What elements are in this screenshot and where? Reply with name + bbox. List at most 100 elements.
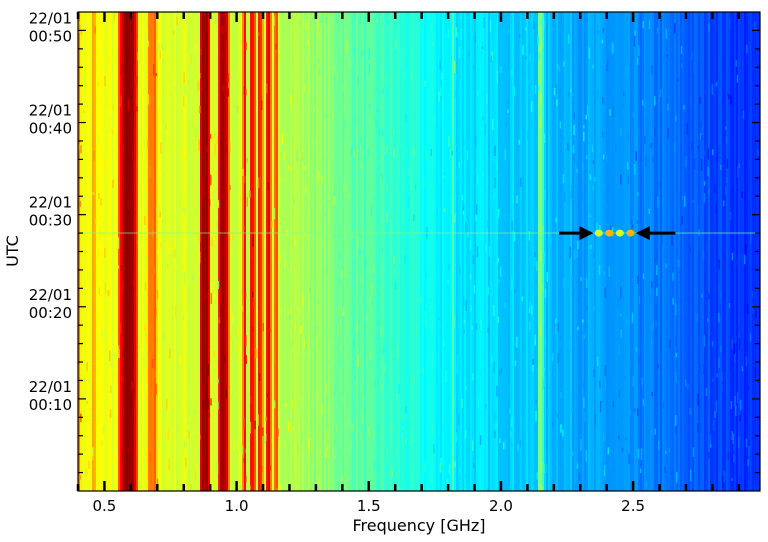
noise-speckle: [337, 23, 340, 29]
noise-speckle: [215, 398, 218, 405]
noise-speckle: [538, 208, 541, 216]
noise-speckle: [592, 160, 595, 164]
spectrogram-column: [638, 12, 640, 491]
noise-speckle: [145, 13, 147, 24]
noise-speckle: [693, 62, 695, 74]
noise-speckle: [193, 59, 196, 66]
noise-speckle: [485, 244, 487, 253]
noise-speckle: [350, 442, 352, 449]
noise-speckle: [334, 268, 336, 281]
spectrogram-column: [386, 12, 388, 491]
noise-speckle: [691, 51, 693, 60]
noise-speckle: [100, 85, 102, 98]
noise-speckle: [445, 24, 447, 34]
noise-speckle: [419, 16, 421, 21]
noise-speckle: [507, 28, 510, 34]
spectrogram-column: [164, 12, 166, 491]
spectrogram-column: [118, 12, 120, 491]
noise-speckle: [311, 443, 313, 453]
noise-speckle: [692, 488, 694, 491]
noise-speckle: [636, 136, 638, 148]
noise-speckle: [556, 413, 559, 418]
spectrogram-column: [672, 12, 674, 491]
noise-speckle: [109, 409, 112, 418]
noise-speckle: [310, 421, 312, 425]
noise-speckle: [612, 43, 614, 53]
noise-speckle: [246, 309, 249, 316]
noise-speckle: [642, 21, 644, 29]
noise-speckle: [122, 148, 124, 157]
noise-speckle: [104, 247, 106, 258]
noise-speckle: [716, 151, 719, 163]
noise-speckle: [454, 461, 456, 468]
noise-speckle: [366, 314, 368, 321]
noise-speckle: [226, 145, 228, 156]
noise-speckle: [620, 286, 622, 299]
noise-speckle: [360, 137, 362, 144]
noise-speckle: [443, 340, 445, 347]
noise-speckle: [623, 103, 625, 109]
spectrogram-column: [494, 12, 496, 491]
noise-speckle: [540, 250, 542, 262]
noise-speckle: [496, 386, 498, 397]
noise-speckle: [536, 260, 538, 272]
noise-speckle: [541, 283, 544, 293]
noise-speckle: [353, 295, 356, 304]
noise-speckle: [83, 74, 85, 86]
noise-speckle: [687, 383, 689, 389]
noise-speckle: [447, 325, 449, 329]
spectrogram-column: [402, 12, 404, 491]
noise-speckle: [147, 94, 150, 105]
noise-speckle: [94, 26, 96, 34]
spectrogram-column: [678, 12, 680, 491]
noise-speckle: [284, 262, 286, 267]
noise-speckle: [507, 98, 509, 109]
noise-speckle: [325, 265, 328, 277]
noise-speckle: [425, 150, 428, 160]
noise-speckle: [334, 453, 336, 459]
noise-speckle: [492, 119, 494, 131]
noise-speckle: [668, 447, 671, 453]
spectrogram-column: [88, 12, 90, 491]
noise-speckle: [442, 100, 444, 110]
noise-speckle: [475, 213, 477, 222]
noise-speckle: [688, 323, 691, 334]
spectrogram-column: [326, 12, 328, 491]
noise-speckle: [233, 441, 236, 450]
noise-speckle: [569, 340, 571, 350]
noise-speckle: [141, 151, 144, 159]
noise-speckle: [667, 103, 669, 111]
noise-speckle: [719, 290, 722, 298]
noise-speckle: [631, 312, 634, 324]
noise-speckle: [82, 109, 85, 113]
noise-speckle: [92, 192, 95, 196]
noise-speckle: [540, 461, 543, 466]
noise-speckle: [416, 326, 418, 336]
noise-speckle: [699, 133, 702, 139]
noise-speckle: [622, 91, 625, 97]
noise-speckle: [626, 162, 629, 170]
spectrogram-column: [100, 12, 102, 491]
spectrogram-column: [376, 12, 378, 491]
noise-speckle: [120, 265, 122, 272]
noise-speckle: [276, 488, 278, 491]
noise-speckle: [578, 491, 580, 496]
spectrogram-column: [612, 12, 614, 491]
noise-speckle: [380, 176, 382, 188]
noise-speckle: [576, 463, 579, 469]
noise-speckle: [286, 306, 289, 313]
spectrogram-column: [124, 12, 126, 491]
noise-speckle: [535, 411, 537, 422]
noise-speckle: [700, 158, 703, 171]
noise-speckle: [730, 401, 733, 410]
spectrogram-column: [594, 12, 596, 491]
spectrogram-column: [388, 12, 390, 491]
spectrogram-column: [704, 12, 706, 491]
spectrogram-column: [366, 12, 368, 491]
noise-speckle: [372, 273, 374, 281]
spectrogram-column: [676, 12, 678, 491]
noise-speckle: [583, 396, 585, 409]
noise-speckle: [85, 398, 88, 403]
spectrogram-column: [300, 12, 302, 491]
noise-speckle: [550, 468, 553, 477]
